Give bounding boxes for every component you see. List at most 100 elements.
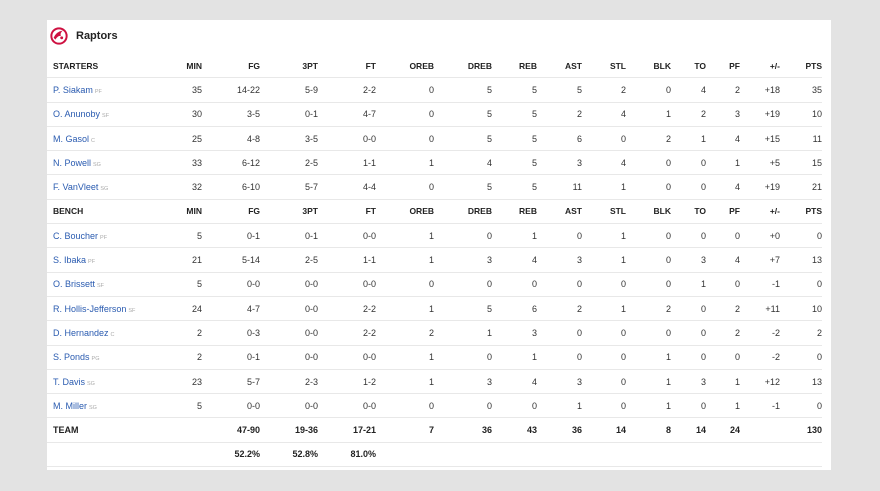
stat-cell: 5 <box>434 174 492 200</box>
column-header: FG <box>202 199 260 225</box>
total-cell: 17-21 <box>318 417 376 443</box>
total-cell <box>162 417 202 443</box>
total-cell: 43 <box>492 417 537 443</box>
stat-cell: 1 <box>706 369 740 395</box>
column-header: AST <box>537 54 582 79</box>
player-position: PF <box>94 88 102 95</box>
stat-cell: 4 <box>582 102 626 127</box>
stat-cell: 4-8 <box>202 126 260 152</box>
stat-cell: 6-10 <box>202 174 260 200</box>
stat-cell: 0 <box>582 126 626 152</box>
player-name-link[interactable]: S. Ponds <box>53 352 90 363</box>
player-row: D. Hernandez C 2 0-3 0-0 2-2 2 1 3 0 0 0 0 2 -2 2 <box>47 320 822 346</box>
stat-cell: 1 <box>582 296 626 322</box>
player-cell: M. Miller SG <box>47 393 162 419</box>
stat-cell: 0 <box>671 174 706 200</box>
column-header: +/- <box>740 199 780 225</box>
stat-cell: 5 <box>434 126 492 152</box>
player-row: C. Boucher PF 5 0-1 0-1 0-0 1 0 1 0 1 0 0 0 +0 0 <box>47 223 822 249</box>
stat-cell: 21 <box>780 174 822 200</box>
stat-cell: -1 <box>740 272 780 297</box>
total-cell: 36 <box>434 417 492 443</box>
stat-cell: 1 <box>626 369 671 395</box>
percentage-cell <box>626 442 671 468</box>
stat-cell: 0 <box>492 393 537 419</box>
stat-cell: 1 <box>376 150 434 176</box>
stat-cell: 0 <box>492 272 537 297</box>
player-name-link[interactable]: N. Powell <box>53 157 92 168</box>
stat-cell: 2-3 <box>260 369 318 395</box>
player-name-link[interactable]: C. Boucher <box>53 230 99 241</box>
stat-cell: 0 <box>376 272 434 297</box>
stat-cell: 1 <box>492 345 537 370</box>
player-row: S. Ponds PG 2 0-1 0-0 0-0 1 0 1 0 0 1 0 0 -2 0 <box>47 345 822 370</box>
player-name-link[interactable]: P. Siakam <box>53 84 93 95</box>
player-name-link[interactable]: T. Davis <box>53 376 86 387</box>
player-name-link[interactable]: D. Hernandez <box>53 327 109 338</box>
stat-cell: 3 <box>434 247 492 273</box>
stat-cell: 15 <box>780 150 822 176</box>
player-position: PF <box>88 259 96 266</box>
stat-cell: 2 <box>671 102 706 127</box>
stat-cell: +0 <box>740 223 780 249</box>
player-name-link[interactable]: O. Anunoby <box>53 109 101 120</box>
stat-cell: 1 <box>706 393 740 419</box>
stat-cell: 5 <box>492 174 537 200</box>
stat-cell: 24 <box>162 296 202 322</box>
player-name-link[interactable]: M. Gasol <box>53 133 90 144</box>
column-header: +/- <box>740 54 780 79</box>
stat-cell: 1 <box>626 102 671 127</box>
player-cell: O. Brissett SF <box>47 272 162 297</box>
stat-cell: 0-0 <box>202 272 260 297</box>
player-cell: S. Ponds PG <box>47 345 162 370</box>
stat-cell: 0 <box>780 272 822 297</box>
column-header: 3PT <box>260 54 318 79</box>
team-percentages-row: 52.2% 52.8% 81.0% <box>47 442 822 468</box>
box-score-panel: Raptors STARTERS MIN FG 3PT FT OREB DREB REB AST… <box>47 20 831 470</box>
player-cell: O. Anunoby SF <box>47 102 162 127</box>
team-totals-row: TEAM 47-90 19-36 17-21 7 36 43 36 14 8 14 24 130 <box>47 417 822 443</box>
stat-cell: 1 <box>706 150 740 176</box>
team-header: Raptors <box>47 20 831 54</box>
stat-cell: 5 <box>434 77 492 103</box>
stat-cell: 3 <box>671 247 706 273</box>
stat-cell: 5 <box>434 296 492 322</box>
player-name-link[interactable]: F. VanVleet <box>53 182 99 193</box>
stat-cell: 0 <box>626 150 671 176</box>
column-header: PTS <box>780 54 822 79</box>
stat-cell: 2 <box>376 320 434 346</box>
stat-cell: 2-2 <box>318 320 376 346</box>
player-row: S. Ibaka PF 21 5-14 2-5 1-1 1 3 4 3 1 0 3 4 +7 13 <box>47 247 822 273</box>
box-score-table: STARTERS MIN FG 3PT FT OREB DREB REB AST STL BLK TO… <box>47 54 822 468</box>
stat-cell: 35 <box>162 77 202 103</box>
player-name-link[interactable]: O. Brissett <box>53 279 96 290</box>
percentage-cell <box>537 442 582 468</box>
player-position: SG <box>89 404 97 411</box>
stat-cell: 1 <box>626 393 671 419</box>
stat-cell: 4 <box>492 247 537 273</box>
player-position: SF <box>128 307 136 314</box>
stat-cell: 10 <box>780 102 822 127</box>
column-header: OREB <box>376 54 434 79</box>
stat-cell: 0 <box>582 272 626 297</box>
player-row: M. Miller SG 5 0-0 0-0 0-0 0 0 0 1 0 1 0 1 -1 0 <box>47 393 822 419</box>
player-position: PF <box>100 234 108 241</box>
stat-cell: 10 <box>780 296 822 322</box>
stat-cell: 2 <box>706 77 740 103</box>
percentage-cell: 52.2% <box>202 442 260 468</box>
stat-cell: 0 <box>626 223 671 249</box>
player-cell: S. Ibaka PF <box>47 247 162 273</box>
stat-cell: 6-12 <box>202 150 260 176</box>
player-row: F. VanVleet SG 32 6-10 5-7 4-4 0 5 5 11 1 0 0 4 +19 21 <box>47 174 822 200</box>
player-name-link[interactable]: R. Hollis-Jefferson <box>53 303 127 314</box>
player-name-link[interactable]: S. Ibaka <box>53 255 87 266</box>
player-name-link[interactable]: M. Miller <box>53 400 87 411</box>
stat-cell: 1 <box>376 369 434 395</box>
stat-cell: 0 <box>706 345 740 370</box>
stat-cell: 3 <box>537 247 582 273</box>
stat-cell: -1 <box>740 393 780 419</box>
total-cell: 14 <box>582 417 626 443</box>
stat-cell: 3 <box>537 150 582 176</box>
total-cell: 19-36 <box>260 417 318 443</box>
column-header: DREB <box>434 199 492 225</box>
